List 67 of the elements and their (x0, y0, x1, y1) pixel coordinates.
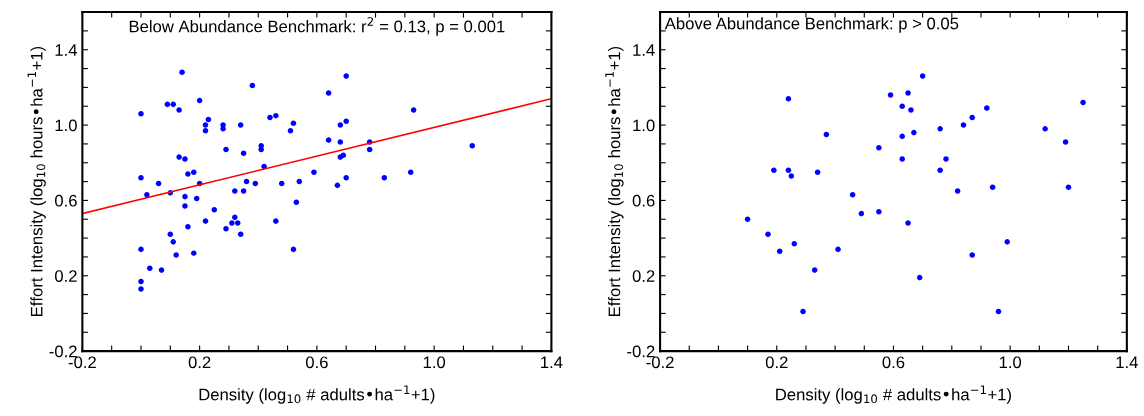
point (835, 246, 841, 253)
x-axis-title: Density (log$_{10}$ # adults•ha$^{−1}$+1) (776, 385, 1011, 404)
point (1065, 184, 1072, 191)
point (908, 107, 914, 113)
y-tick-label: 0.6 (632, 194, 655, 207)
y-tick-label: -0.2 (627, 345, 655, 358)
chart-title: Below Abundance Benchmark: r$^{2}$ = 0.13, p = 0.001 (129, 17, 505, 36)
point (887, 92, 894, 98)
y-tick-label: 1.4 (55, 44, 78, 56)
x-tick-label: -0.2 (646, 356, 674, 369)
point (744, 216, 751, 223)
point (969, 114, 976, 121)
point (899, 133, 905, 140)
point (876, 144, 882, 151)
point (937, 126, 943, 132)
y-tick-label: 0.2 (54, 270, 77, 282)
point (899, 156, 905, 162)
y-tick-label: 0.2 (632, 270, 655, 282)
point (1062, 139, 1069, 145)
point (919, 73, 926, 79)
point (811, 267, 818, 273)
y-axis-title: Effort Intensity (log$_{10}$ hours•ha$^{−1}$+1) (27, 46, 46, 316)
x-tick-label: 1.0 (999, 356, 1022, 369)
point (937, 167, 943, 174)
x-tick-label: 0.6 (305, 356, 328, 369)
x-tick-label: 0.6 (882, 356, 905, 369)
point (814, 169, 821, 175)
point (1042, 126, 1048, 132)
x-tick-label: -0.2 (68, 356, 96, 369)
point (771, 167, 777, 174)
point (1080, 99, 1086, 106)
x-tick-label: 0.2 (765, 356, 788, 369)
x-axis-title: Density (log$_{10}$ # adults•ha$^{−1}$+1) (199, 385, 435, 404)
point (849, 191, 856, 198)
point (969, 252, 976, 258)
point (960, 122, 967, 128)
point (984, 105, 990, 111)
x-tick-label: 1.4 (541, 356, 563, 369)
point (989, 184, 996, 191)
point (876, 208, 882, 215)
y-tick-label: 1.0 (55, 119, 77, 132)
point (916, 274, 923, 281)
x-tick-label: 0.2 (188, 356, 211, 369)
point (785, 167, 792, 174)
point (785, 95, 792, 102)
point (899, 103, 905, 110)
point (905, 220, 911, 226)
y-axis-title: Effort Intensity (log$_{10}$ hours•ha$^{−1}$+1) (605, 46, 624, 316)
chart-title: Above Abundance Benchmark: p > 0.05 (664, 17, 959, 33)
y-tick-label: 1.0 (633, 119, 655, 132)
point (911, 129, 917, 136)
point (800, 308, 806, 315)
x-tick-label: 1.0 (423, 356, 446, 369)
point (765, 231, 771, 238)
y-tick-label: 0.6 (54, 194, 77, 207)
y-tick-label: -0.2 (49, 345, 77, 358)
point (954, 188, 961, 194)
point (943, 156, 949, 162)
y-tick-label: 1.4 (633, 44, 655, 56)
point (776, 248, 783, 255)
x-tick-label: 1.4 (1116, 356, 1138, 369)
point (858, 210, 865, 217)
point (788, 173, 795, 179)
point (905, 90, 911, 96)
point (823, 131, 830, 138)
point (791, 240, 798, 247)
point (1004, 239, 1011, 245)
